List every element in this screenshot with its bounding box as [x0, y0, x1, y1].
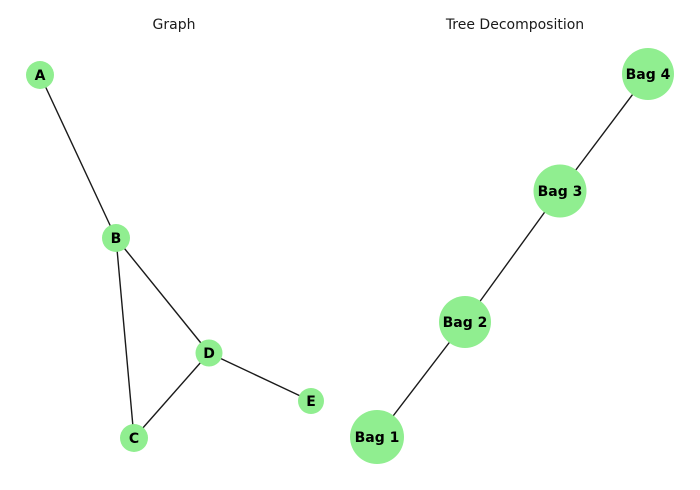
node-circle-c — [120, 424, 148, 452]
graph-node-d: D — [195, 339, 223, 367]
graph-node-c: C — [120, 424, 148, 452]
tree-decomposition-node-bag-2: Bag 2 — [439, 296, 491, 348]
node-circle-e — [298, 388, 324, 414]
graph-node-a: A — [26, 61, 54, 89]
node-label-bag-2: Bag 2 — [443, 315, 488, 331]
panel-tree-decomposition: Tree Decomposition Bag 1 Bag 2 Bag 3 Bag 4 — [350, 17, 674, 464]
node-circle-bag-3 — [533, 164, 587, 218]
tree-decomposition-node-bag-4: Bag 4 — [622, 48, 674, 100]
node-label-c: C — [129, 431, 139, 447]
node-circle-bag-2 — [439, 296, 491, 348]
graph-node-e: E — [298, 388, 324, 414]
panel-graph: Graph A B C D E — [26, 17, 324, 452]
tree-decomposition-node-bag-1: Bag 1 — [350, 410, 404, 464]
node-circle-bag-1 — [350, 410, 404, 464]
edge-bag-2-bag-3 — [464, 190, 561, 323]
node-circle-d — [195, 339, 223, 367]
tree-decomposition-node-bag-3: Bag 3 — [533, 164, 587, 218]
edge-b-d — [115, 237, 210, 354]
node-label-a: A — [35, 68, 46, 84]
edge-d-e — [208, 352, 312, 402]
node-label-bag-3: Bag 3 — [538, 184, 583, 200]
panel-title-tree-decomposition: Tree Decomposition — [445, 17, 584, 33]
node-circle-bag-4 — [622, 48, 674, 100]
node-label-d: D — [203, 346, 215, 362]
node-label-b: B — [111, 231, 122, 247]
edge-c-d — [133, 352, 210, 439]
edge-b-c — [115, 237, 135, 439]
node-label-e: E — [306, 394, 316, 410]
graph-node-b: B — [102, 224, 130, 252]
node-label-bag-4: Bag 4 — [626, 67, 671, 83]
panel-title-graph: Graph — [153, 17, 196, 33]
node-label-bag-1: Bag 1 — [355, 430, 400, 446]
node-circle-a — [26, 61, 54, 89]
edge-a-b — [39, 74, 117, 239]
node-circle-b — [102, 224, 130, 252]
